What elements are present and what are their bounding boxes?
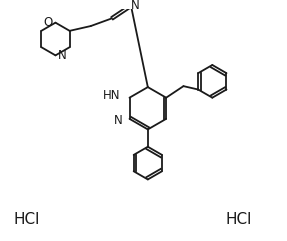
Text: N: N [131, 0, 139, 12]
Text: HCl: HCl [225, 212, 251, 227]
Text: N: N [114, 114, 123, 127]
Text: N: N [58, 49, 67, 62]
Text: HCl: HCl [13, 212, 40, 227]
Text: HN: HN [103, 89, 121, 102]
Text: O: O [44, 16, 53, 29]
